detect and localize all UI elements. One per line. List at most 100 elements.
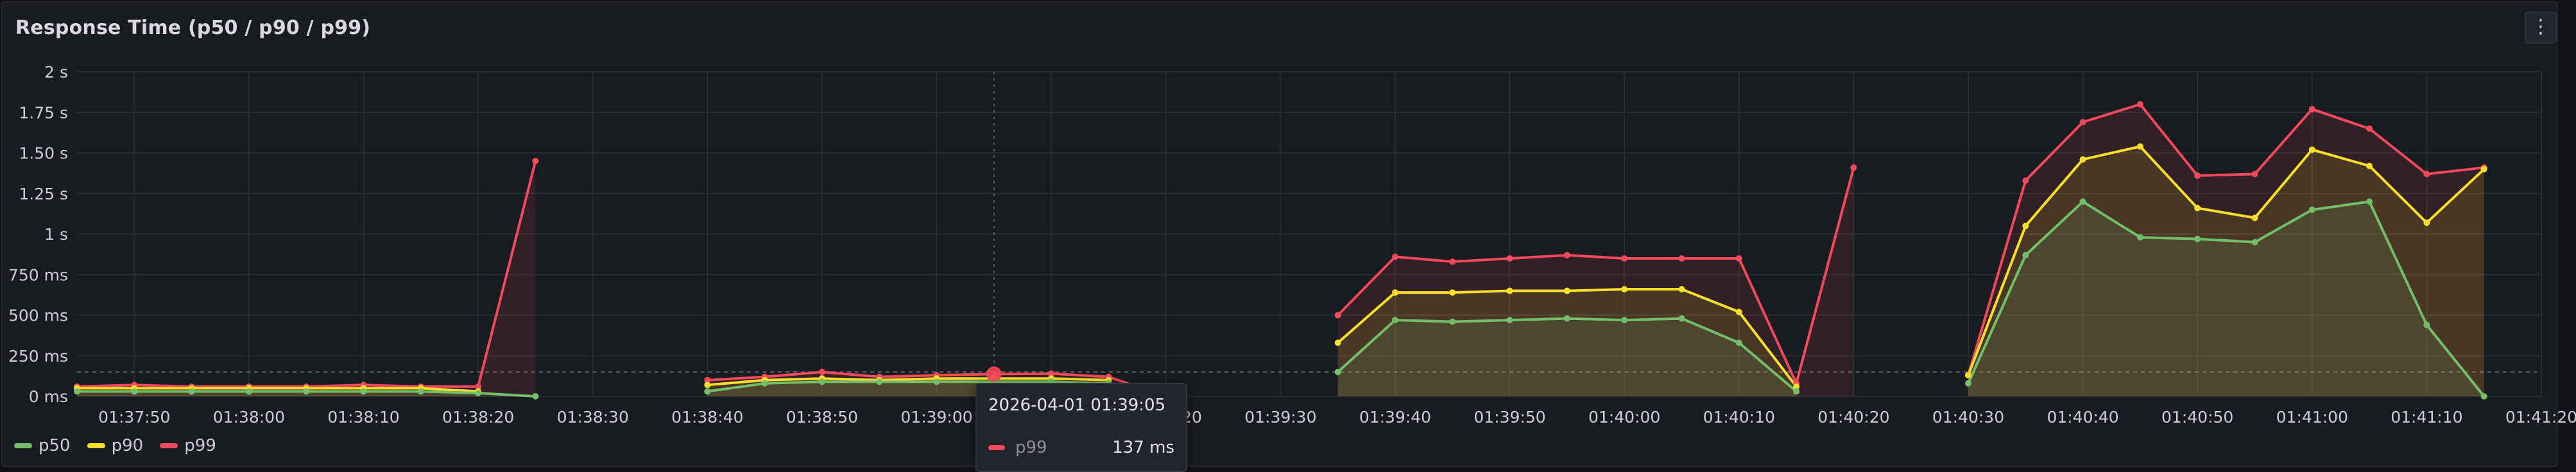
tooltip-row: p99 137 ms: [988, 438, 1174, 457]
line-p50-seg-1: [707, 380, 1109, 393]
point-p90-2-3: [1506, 287, 1513, 294]
point-p90-2-7: [1735, 308, 1742, 316]
point-p99-3-7: [2366, 125, 2373, 132]
point-p90-3-4: [2194, 205, 2201, 212]
point-p99-0-8: [532, 158, 539, 165]
point-p90-3-6: [2308, 146, 2315, 153]
point-p50-2-2: [1449, 318, 1456, 325]
point-layer: [74, 101, 2487, 400]
tooltip-swatch: [988, 445, 1005, 450]
point-p50-2-0: [1334, 369, 1341, 376]
point-p99-2-1: [1391, 253, 1398, 260]
line-p90-seg-0: [77, 387, 479, 393]
area-p50-seg-2: [1337, 318, 1797, 396]
point-p90-3-9: [2480, 165, 2487, 173]
point-p50-2-3: [1506, 317, 1513, 324]
hovered-point-p99: [986, 366, 1002, 382]
area-p99-seg-0: [77, 161, 536, 396]
x-tick-label-4: 01:38:30: [557, 408, 629, 426]
grid-layer: [77, 71, 2542, 397]
legend-item-p90[interactable]: p90: [87, 436, 144, 455]
point-p50-3-5: [2251, 239, 2258, 246]
x-tick-label-11: 01:39:40: [1359, 408, 1431, 426]
tooltip-time: 2026-04-01 01:39:05: [988, 396, 1166, 415]
point-p50-0-5: [360, 388, 367, 395]
point-p99-2-5: [1621, 255, 1628, 262]
y-tick-label-2: 500 ms: [8, 307, 68, 325]
point-p99-3-5: [2251, 171, 2258, 178]
point-p50-3-4: [2194, 235, 2201, 242]
x-tick-label-1: 01:38:00: [213, 408, 285, 426]
y-axis: 0 ms 250 ms 500 ms 750 ms 1 s 1.25 s 1.50 s 1.7…: [8, 63, 68, 406]
point-p90-3-7: [2366, 162, 2373, 169]
line-p90-seg-1: [707, 377, 1109, 387]
point-p90-3-3: [2136, 143, 2143, 150]
legend-swatch-p90: [87, 443, 105, 448]
area-p99-seg-3: [1968, 104, 2484, 396]
x-tick-label-16: 01:40:30: [1932, 408, 2004, 426]
point-p99-2-6: [1678, 255, 1685, 262]
line-p90-seg-3: [1967, 145, 2486, 376]
x-tick-label-12: 01:39:50: [1473, 408, 1545, 426]
area-layer: [77, 104, 2484, 396]
point-p90-1-0: [704, 382, 711, 389]
point-p99-1-0: [704, 376, 711, 384]
point-p90-3-8: [2423, 219, 2430, 226]
line-p99-seg-0: [76, 160, 537, 388]
legend-item-p99[interactable]: p99: [160, 436, 216, 455]
x-tick-label-21: 01:41:20: [2505, 408, 2576, 426]
legend-label-p90: p90: [111, 436, 144, 455]
y-tick-label-6: 1.50 s: [19, 144, 68, 163]
x-tick-label-13: 01:40:00: [1588, 408, 1660, 426]
x-tick-label-0: 01:37:50: [98, 408, 170, 426]
legend: p50 p90 p99: [14, 436, 216, 455]
point-p50-3-2: [2079, 198, 2086, 205]
x-tick-label-10: 01:39:30: [1244, 408, 1316, 426]
point-p50-2-4: [1563, 315, 1570, 322]
x-tick-label-7: 01:39:00: [900, 408, 972, 426]
point-p90-2-0: [1334, 339, 1341, 346]
point-p99-2-2: [1449, 258, 1456, 266]
point-p50-3-7: [2366, 198, 2373, 205]
point-p50-0-1: [131, 388, 138, 395]
legend-swatch-p50: [14, 443, 32, 448]
area-p99-seg-2: [1337, 167, 1854, 396]
legend-label-p50: p50: [39, 436, 71, 455]
hover-tooltip: 2026-04-01 01:39:05 p99 137 ms: [975, 383, 1187, 472]
line-p50-seg-3: [1967, 200, 2486, 398]
x-axis: 01:37:50 01:38:00 01:38:10 01:38:20 01:38:30…: [98, 408, 2576, 426]
tooltip-series-name: p99: [1015, 438, 1047, 457]
area-p50-seg-3: [1968, 201, 2484, 396]
legend-item-p50[interactable]: p50: [14, 436, 71, 455]
point-p99-2-3: [1506, 255, 1513, 262]
point-p50-1-3: [876, 378, 883, 385]
point-p50-3-3: [2136, 234, 2143, 241]
point-p90-3-2: [2079, 156, 2086, 163]
x-tick-label-17: 01:40:40: [2047, 408, 2118, 426]
point-p50-1-2: [818, 378, 825, 385]
point-p99-2-0: [1334, 312, 1341, 319]
point-p99-3-8: [2423, 171, 2430, 178]
y-tick-label-4: 1 s: [44, 225, 68, 244]
y-tick-label-3: 750 ms: [8, 266, 68, 284]
point-p50-0-7: [475, 389, 482, 396]
x-tick-label-5: 01:38:40: [671, 408, 743, 426]
panel-menu-icon[interactable]: ⋮: [2525, 12, 2557, 44]
point-p50-1-1: [761, 380, 768, 387]
point-p90-2-2: [1449, 289, 1456, 296]
panel-title: Response Time (p50 / p90 / p99): [15, 17, 371, 39]
point-p99-3-1: [2022, 177, 2029, 184]
y-tick-label-0: 0 ms: [29, 387, 68, 406]
x-tick-label-6: 01:38:50: [786, 408, 858, 426]
point-p90-3-0: [1964, 372, 1971, 379]
point-p99-2-4: [1563, 251, 1570, 258]
point-p99-3-6: [2308, 106, 2315, 113]
point-p50-2-5: [1621, 317, 1628, 324]
point-p90-2-8: [1793, 383, 1800, 390]
point-p99-3-3: [2136, 101, 2143, 108]
point-p90-3-5: [2251, 214, 2258, 221]
point-p90-2-5: [1621, 286, 1628, 293]
point-p50-2-6: [1678, 315, 1685, 322]
point-p50-3-8: [2423, 321, 2430, 328]
